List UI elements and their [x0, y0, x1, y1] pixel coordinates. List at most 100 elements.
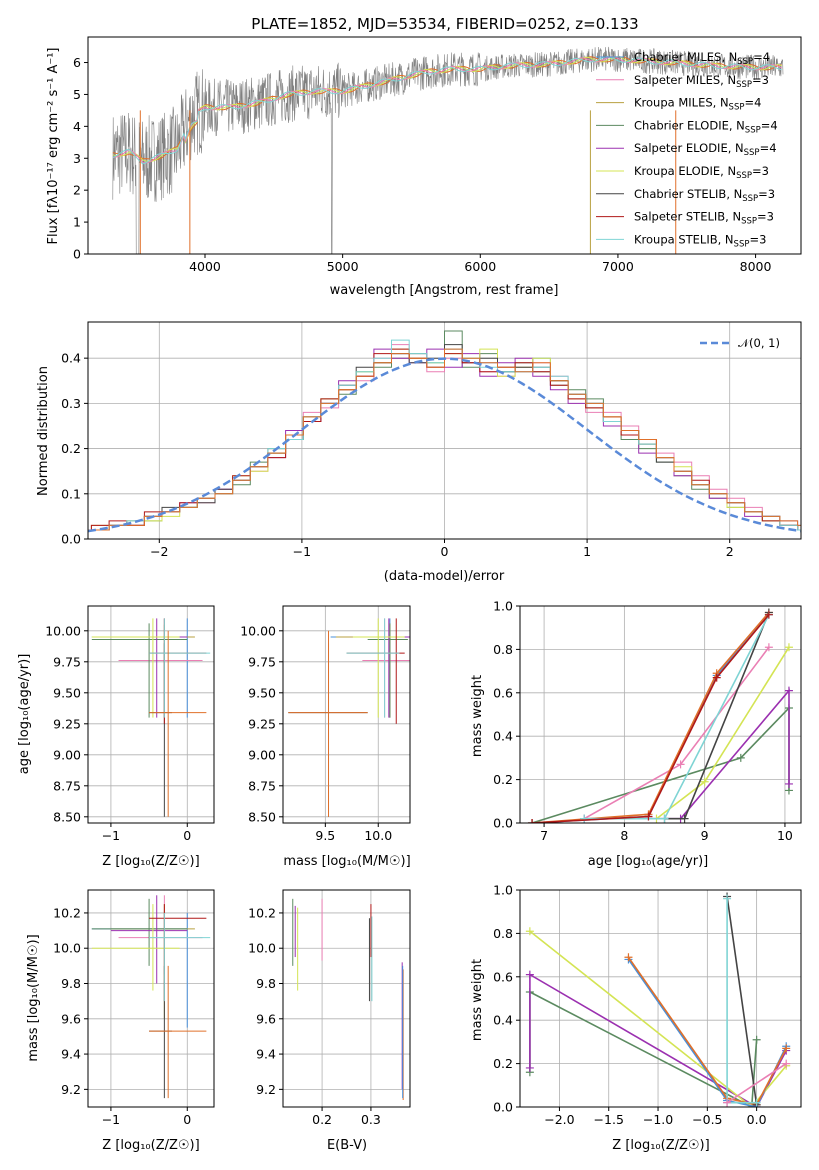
mass-vs-ebv-plot-area: 0.2 0.3 9.2 9.4 9.6 9.8 10.0 10.2: [248, 889, 411, 1127]
x-tick-label: 2: [726, 544, 734, 559]
weight-point-marker: [712, 673, 721, 682]
weight-vs-Z-plot-area: −2.0 −1.5 −1.0 −0.5 0.0 0.0 0.2 0.4 0.6 0.8 1.0: [493, 883, 802, 1127]
weight-point-marker: [644, 812, 653, 821]
y-tick-label: 0.1: [61, 486, 81, 501]
legend-label: Kroupa ELODIE, NSSP=3: [634, 164, 769, 181]
mass-vs-ebv-panel: 0.2 0.3 9.2 9.4 9.6 9.8 10.0 10.2 E(B-V): [248, 889, 411, 1153]
y-tick-label: 9.25: [53, 716, 81, 731]
y-tick-label: 0.0: [493, 1100, 513, 1115]
weight-point-marker: [764, 643, 773, 652]
legend-subscript: SSP: [742, 194, 758, 204]
y-tick-label: 0.8: [493, 926, 513, 941]
legend-suffix: =3: [752, 73, 769, 87]
legend-suffix: =4: [744, 96, 761, 110]
y-tick-label: 9.50: [248, 685, 276, 700]
weight-lines: [525, 892, 791, 1107]
age-vs-Z-panel: −1 0 8.50 8.75 9.00 9.25 9.50 9.75 10.00 Z [log₁…: [17, 605, 215, 869]
weight-series-line: [531, 614, 770, 823]
weight-vs-age-panel: 7 8 9 10 0.0 0.2 0.4 0.6 0.8 1.0 age [log₁₀(age/y…: [470, 599, 802, 869]
weight-series-line: [531, 611, 770, 823]
x-tick-label: 1: [583, 544, 591, 559]
y-tick-label: 9.2: [256, 1082, 276, 1097]
legend-suffix: =4: [753, 50, 770, 64]
y-tick-label: 9.25: [248, 716, 276, 731]
weight-series-line: [726, 896, 758, 1105]
legend-subscript: SSP: [729, 103, 745, 113]
model-spectrum-line: [112, 56, 782, 161]
y-tick-label: 8.50: [53, 809, 81, 824]
spectrum-plot-area: 4000 5000 6000 7000 8000 0 1 2 3 4 5 6: [73, 36, 802, 274]
weight-vs-Z-xlabel: Z [log₁₀(Z/Z☉)]: [612, 1138, 709, 1153]
weight-point-marker: [700, 777, 709, 786]
x-tick-label: 7: [540, 828, 548, 843]
model-spectrum-line: [112, 56, 782, 164]
legend-subscript: SSP: [734, 239, 750, 249]
y-tick-label: 10.00: [45, 623, 81, 638]
model-spectrum-line: [112, 56, 782, 165]
legend-label: Kroupa MILES, NSSP=4: [634, 96, 761, 113]
weight-series-line: [726, 1062, 787, 1104]
y-tick-label: 0.3: [61, 396, 81, 411]
legend-subscript: SSP: [736, 171, 752, 181]
legend-label: Kroupa STELIB, NSSP=3: [634, 232, 766, 249]
legend-suffix: =3: [758, 187, 775, 201]
spectrum-xlabel: wavelength [Angstrom, rest frame]: [330, 283, 559, 298]
legend-subscript: SSP: [744, 148, 760, 158]
ebv-bars: [292, 898, 404, 1100]
plot-frame: [87, 321, 802, 540]
x-tick-label: −0.5: [692, 1112, 722, 1127]
y-tick-label: 8.75: [53, 778, 81, 793]
legend-label: Chabrier MILES, NSSP=4: [634, 50, 770, 67]
y-tick-label: 0.6: [493, 969, 513, 984]
legend-suffix: =3: [749, 232, 766, 246]
weight-series-line: [531, 706, 790, 823]
weight-vs-age-ylabel: mass weight: [470, 675, 485, 757]
plot-frame: [87, 36, 802, 255]
weight-point-marker: [624, 953, 633, 962]
y-tick-label: 5: [73, 87, 81, 102]
spectrum-curves: [112, 46, 784, 254]
x-tick-label: −2: [150, 544, 168, 559]
legend-label: Salpeter STELIB, NSSP=3: [634, 210, 774, 227]
weight-point-marker: [764, 610, 773, 619]
gaussian-curve: [88, 357, 801, 533]
y-tick-label: 9.75: [53, 654, 81, 669]
residuals-plot-area: −2 −1 0 1 2 0.0 0.1 0.2 0.3 0.4: [61, 321, 802, 559]
y-tick-label: 1.0: [493, 883, 513, 898]
age-vs-Z-ylabel: age [log₁₀(age/yr)]: [17, 654, 32, 775]
weight-vs-Z-panel: −2.0 −1.5 −1.0 −0.5 0.0 0.0 0.2 0.4 0.6 0.8 1.0 Z …: [470, 883, 802, 1153]
data-spectrum-line: [112, 46, 784, 254]
y-tick-label: 10.2: [53, 905, 81, 920]
age-vs-Z-plot-area: −1 0 8.50 8.75 9.00 9.25 9.50 9.75 10.00: [45, 605, 215, 843]
weight-series-line: [584, 688, 790, 820]
legend-subscript: SSP: [745, 125, 761, 135]
x-tick-label: 0: [183, 828, 191, 843]
plot-frame: [282, 889, 411, 1108]
legend-label: Chabrier STELIB, NSSP=3: [634, 187, 775, 204]
x-tick-label: −1.0: [643, 1112, 673, 1127]
y-tick-label: 9.8: [61, 976, 81, 991]
weight-point-marker: [784, 643, 793, 652]
y-tick-label: 8.75: [248, 778, 276, 793]
x-tick-label: 10.0: [364, 828, 392, 843]
x-tick-label: 0.2: [312, 1112, 332, 1127]
plot-frame: [87, 889, 215, 1108]
weight-point-marker: [580, 814, 589, 823]
spectrum-ylabel: Flux [fλ10⁻¹⁷ erg cm⁻² s⁻¹ A⁻¹]: [46, 48, 61, 245]
y-tick-label: 3: [73, 151, 81, 166]
weight-point-marker: [528, 819, 537, 823]
errorbars: [91, 895, 211, 1099]
y-tick-label: 1: [73, 215, 81, 230]
legend-label: Chabrier ELODIE, NSSP=4: [634, 118, 778, 135]
weight-series-line: [656, 646, 790, 820]
residuals-panel: −2 −1 0 1 2 0.0 0.1 0.2 0.3 0.4 (data-model)/erro…: [36, 321, 802, 584]
x-tick-label: 7000: [602, 259, 634, 274]
plot-frame: [519, 605, 802, 824]
y-tick-label: 0.4: [493, 1013, 513, 1028]
weight-point-marker: [525, 1063, 534, 1072]
weight-lines: [528, 608, 793, 823]
weight-point-marker: [660, 814, 669, 823]
y-tick-label: 9.6: [61, 1011, 81, 1026]
weight-point-marker: [676, 760, 685, 769]
